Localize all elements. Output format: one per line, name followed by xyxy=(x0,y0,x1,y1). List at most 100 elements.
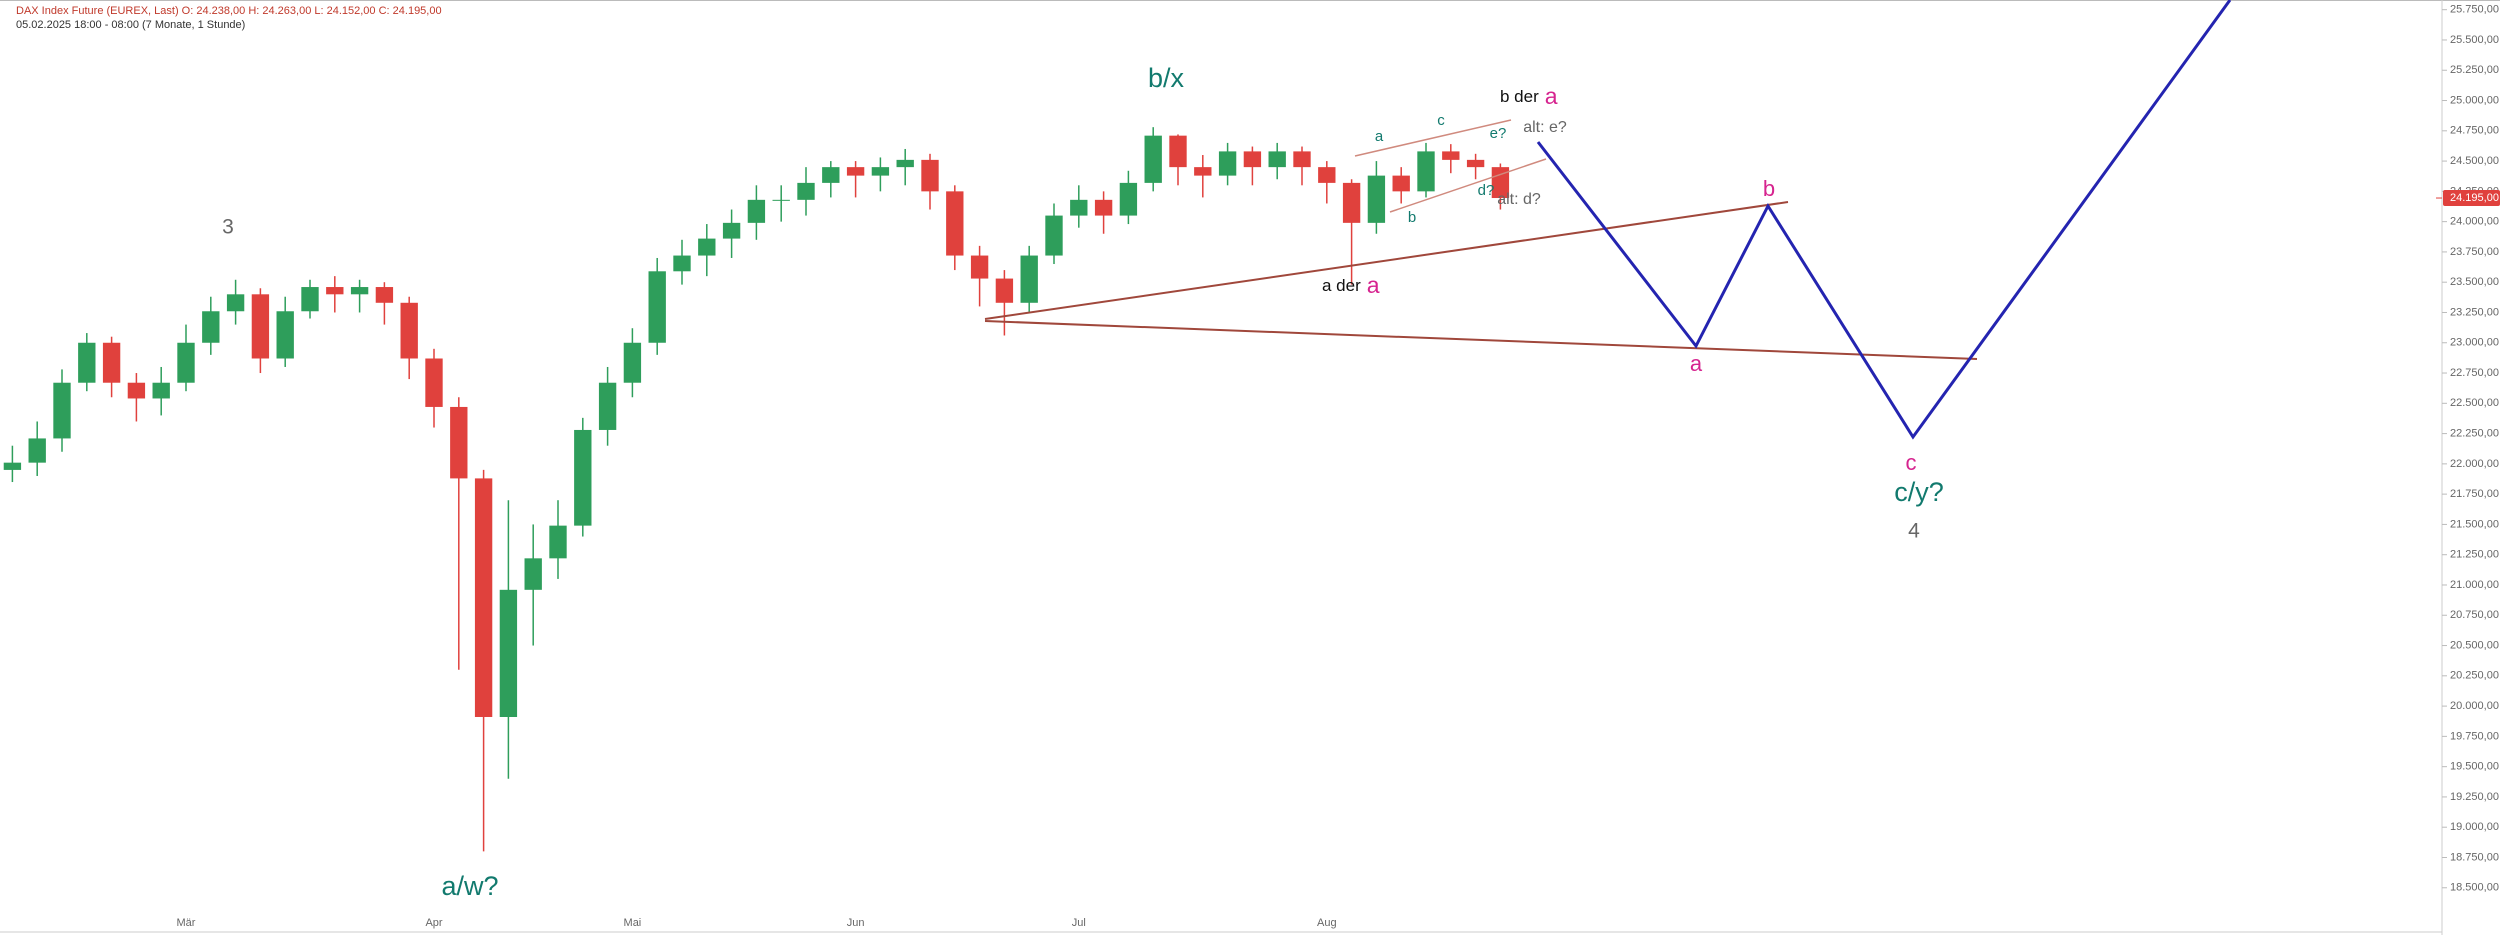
y-tick-label: 21.500,00 xyxy=(2450,518,2499,530)
wave-label: b xyxy=(1408,209,1416,226)
x-tick-label: Mai xyxy=(624,917,642,929)
wave-label: c xyxy=(1437,112,1445,129)
header-line1: DAX Index Future (EUREX, Last) O: 24.238… xyxy=(16,5,442,17)
candle-body xyxy=(102,342,121,383)
wave-label: alt: d? xyxy=(1497,191,1541,208)
candle-body xyxy=(722,222,741,239)
y-tick-label: 22.250,00 xyxy=(2450,427,2499,439)
last-price-label: 24.195,00 xyxy=(2450,192,2499,204)
x-tick-label: Mär xyxy=(177,917,196,929)
candle-body xyxy=(251,294,270,359)
candle-body xyxy=(524,558,542,590)
y-tick-label: 18.500,00 xyxy=(2450,882,2499,894)
candle-body xyxy=(1243,151,1262,168)
candle-body xyxy=(400,302,418,359)
x-tick-label: Aug xyxy=(1317,917,1337,929)
candle-body xyxy=(896,159,914,168)
candle-body xyxy=(574,429,592,526)
candle-body xyxy=(822,167,840,183)
y-tick-label: 23.250,00 xyxy=(2450,306,2499,318)
y-tick-label: 25.000,00 xyxy=(2450,94,2499,106)
wave-text: a xyxy=(1545,83,1558,109)
candle-body xyxy=(648,271,666,343)
candle-body xyxy=(747,199,766,223)
wave-text: a der xyxy=(1322,276,1361,295)
wave-label: a der a xyxy=(1322,272,1380,298)
candle-body xyxy=(970,255,989,279)
last-price-box xyxy=(2443,190,2500,207)
candle-body xyxy=(1466,159,1485,168)
wave-text: a xyxy=(1367,272,1380,298)
candle-body xyxy=(871,167,890,176)
candle-body xyxy=(1442,151,1460,160)
y-tick-label: 23.750,00 xyxy=(2450,246,2499,258)
y-tick-label: 19.750,00 xyxy=(2450,730,2499,742)
channel-line xyxy=(1354,119,1512,157)
candle-body xyxy=(673,255,691,272)
wave-label: b der a xyxy=(1500,83,1558,109)
candle-body xyxy=(1342,182,1361,223)
trend-line xyxy=(984,201,1789,320)
channel-line xyxy=(1389,158,1547,213)
wave-label: c xyxy=(1906,450,1917,475)
wave-label: b xyxy=(1763,176,1775,201)
y-tick-label: 19.250,00 xyxy=(2450,791,2499,803)
wave-label: a xyxy=(1375,128,1384,145)
candle-body xyxy=(1417,151,1435,192)
y-tick-label: 21.750,00 xyxy=(2450,488,2499,500)
candle-body xyxy=(1144,135,1162,183)
y-tick-label: 19.500,00 xyxy=(2450,761,2499,773)
wave-label: alt: e? xyxy=(1523,119,1567,136)
candle-body xyxy=(1318,167,1336,183)
candle-body xyxy=(474,478,493,717)
y-tick-label: 20.250,00 xyxy=(2450,670,2499,682)
drawings xyxy=(984,0,2232,440)
candle-body xyxy=(549,525,567,559)
candle-body xyxy=(1070,199,1088,216)
y-tick-label: 20.000,00 xyxy=(2450,700,2499,712)
y-tick-label: 25.250,00 xyxy=(2450,64,2499,76)
candle-body xyxy=(53,382,71,439)
candle-body xyxy=(202,311,220,343)
candle-body xyxy=(846,167,865,176)
wave-label: 4 xyxy=(1908,520,1920,543)
x-tick-label: Jul xyxy=(1072,917,1086,929)
candle-body xyxy=(375,287,394,303)
candle-body xyxy=(1169,135,1187,168)
wave-label: d? xyxy=(1478,182,1495,199)
candle-body xyxy=(499,589,518,717)
candle-body xyxy=(1194,167,1212,176)
wave-label: 3 xyxy=(222,216,234,239)
y-tick-label: 18.750,00 xyxy=(2450,851,2499,863)
wave-label: e? xyxy=(1490,125,1507,142)
candle-body xyxy=(78,342,96,383)
annotations: 3 a/w? b/x b der a alt: e? a c e? b d? al… xyxy=(222,63,1944,901)
wave-text: b der xyxy=(1500,87,1539,106)
candle-body xyxy=(1367,175,1386,223)
y-tick-label: 23.500,00 xyxy=(2450,276,2499,288)
candle-body xyxy=(28,438,46,463)
trend-line xyxy=(984,320,1978,360)
y-tick-label: 21.000,00 xyxy=(2450,579,2499,591)
candle-body xyxy=(425,358,443,407)
y-tick-label: 25.750,00 xyxy=(2450,4,2499,16)
candle-body xyxy=(1293,151,1311,168)
y-tick-label: 22.500,00 xyxy=(2450,397,2499,409)
candle-body xyxy=(772,199,790,201)
y-tick-label: 19.000,00 xyxy=(2450,821,2499,833)
candle-body xyxy=(226,294,245,312)
candle-body xyxy=(946,191,964,256)
candle-body xyxy=(921,159,939,192)
y-tick-label: 25.500,00 xyxy=(2450,34,2499,46)
header-line2: 05.02.2025 18:00 - 08:00 (7 Monate, 1 St… xyxy=(16,19,245,31)
candle-body xyxy=(1020,255,1038,303)
candle-body xyxy=(301,287,319,312)
candle-body xyxy=(127,382,146,399)
wave-label: a xyxy=(1690,351,1703,376)
candle-body xyxy=(623,342,642,383)
candle-body xyxy=(1119,182,1138,216)
wave-label: b/x xyxy=(1148,63,1185,93)
candle-body xyxy=(152,382,170,399)
wave-label: a/w? xyxy=(441,871,498,901)
